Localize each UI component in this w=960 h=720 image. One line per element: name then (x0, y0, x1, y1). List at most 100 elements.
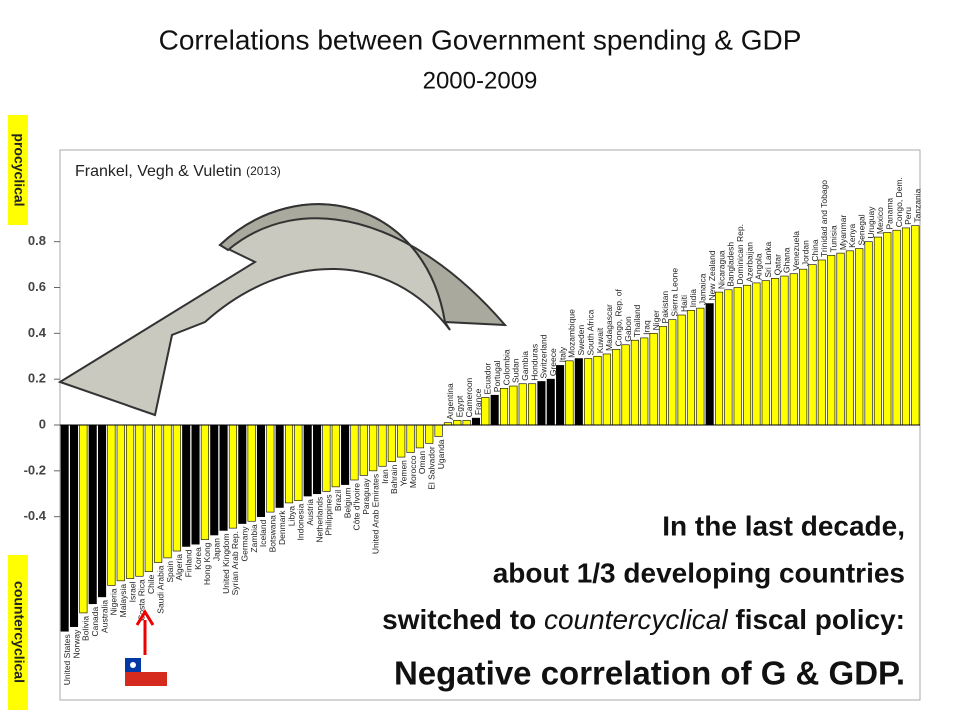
bar (322, 424, 331, 492)
bar (369, 424, 378, 472)
country-label: Iran (380, 469, 390, 484)
country-label: Sierra Leone (670, 268, 680, 317)
flag (125, 658, 167, 686)
bar (911, 225, 920, 426)
country-label: Paraguay (361, 478, 371, 515)
bar (714, 291, 724, 426)
country-label: Qatar (772, 254, 782, 275)
country-label: Sudan (511, 358, 521, 383)
bar (135, 424, 144, 577)
country-label: Japan (211, 538, 221, 561)
country-label: Finland (183, 549, 193, 577)
red-arrow-head (135, 609, 155, 626)
bar (649, 333, 658, 426)
country-label: El Salvador (426, 446, 436, 490)
country-label: Tanzania (913, 188, 923, 222)
country-label: Norway (71, 629, 81, 659)
bar (724, 289, 733, 426)
country-label: Senegal (856, 214, 866, 245)
y-tick-label: -0.2 (24, 462, 46, 477)
bar (658, 326, 667, 426)
bar (350, 424, 359, 481)
bar (705, 303, 714, 426)
country-label: Gabon (623, 316, 633, 342)
bar (256, 424, 266, 517)
bar (163, 424, 172, 559)
country-label: Saudi Arabia (155, 565, 165, 613)
country-label: Tunisia (828, 225, 838, 252)
bar (60, 424, 69, 632)
bar (284, 424, 294, 504)
bar (556, 365, 565, 426)
country-label: Jordan (800, 240, 810, 266)
y-tick-label: 0.6 (28, 279, 46, 294)
y-tick-label: 0.4 (28, 325, 47, 340)
country-label: China (810, 239, 820, 261)
bar (266, 424, 275, 513)
country-label: United States (62, 634, 72, 685)
country-label: Hong Kong (202, 542, 212, 585)
bar (294, 424, 303, 501)
bar (612, 349, 621, 426)
country-label: Bolivia (81, 616, 91, 641)
bar (789, 273, 798, 426)
bar (602, 353, 611, 426)
bar (668, 319, 677, 426)
country-label: Sri Lanka (763, 241, 773, 277)
bar (471, 417, 481, 426)
country-label: Iceland (258, 519, 268, 547)
bar (219, 424, 228, 531)
bar (406, 424, 415, 453)
country-label: Côte d'Ivoire (352, 483, 362, 531)
country-label: Mozambique (567, 309, 577, 358)
bar (780, 275, 789, 426)
country-label: Morocco (408, 455, 418, 488)
bar (565, 360, 574, 426)
y-tick-label: -0.4 (24, 508, 47, 523)
country-label: Congo, Dem. (894, 177, 904, 227)
country-label: Spain (165, 561, 175, 583)
bar (873, 236, 882, 426)
bar (799, 268, 808, 426)
bar (481, 397, 490, 426)
bar (378, 424, 387, 467)
country-label: Kenya (847, 223, 857, 247)
country-label: Yemen (398, 460, 408, 486)
country-label: Belgium (342, 488, 352, 519)
y-tick-label: 0.2 (28, 371, 46, 386)
country-label: Gambia (520, 351, 530, 381)
country-label: Botswana (268, 515, 278, 553)
bar (210, 424, 219, 536)
country-label: Panama (885, 198, 895, 230)
country-label: Nicaragua (716, 250, 726, 289)
bar (593, 355, 602, 426)
bar (425, 424, 434, 444)
country-label: Bahrain (389, 464, 399, 494)
country-label: Uruguay (866, 206, 876, 239)
bar (88, 424, 97, 605)
bar (415, 424, 424, 449)
country-label: Algeria (174, 554, 184, 581)
bar (453, 420, 462, 426)
bar (172, 424, 181, 552)
bar (677, 314, 686, 426)
bar (752, 282, 761, 426)
annotation-line: about 1/3 developing countries (493, 557, 905, 588)
bar (621, 344, 630, 426)
bar (855, 248, 864, 426)
countercyclical-label: countercyclical (11, 581, 27, 683)
procyclical-label: procyclical (11, 133, 27, 206)
source-text: Frankel, Vegh & Vuletin (75, 163, 242, 180)
country-label: South Africa (585, 309, 595, 355)
bar (359, 424, 368, 476)
bar (144, 424, 153, 572)
country-label: Venezuela (791, 231, 801, 271)
bar (387, 424, 396, 462)
annotation-line: Negative correlation of G & GDP. (394, 655, 905, 692)
bar (238, 424, 247, 524)
annotation-line: switched to countercyclical fiscal polic… (382, 604, 905, 635)
bar (154, 424, 163, 563)
country-label: Egypt (455, 395, 465, 417)
bar (546, 378, 555, 426)
bar (499, 388, 509, 426)
